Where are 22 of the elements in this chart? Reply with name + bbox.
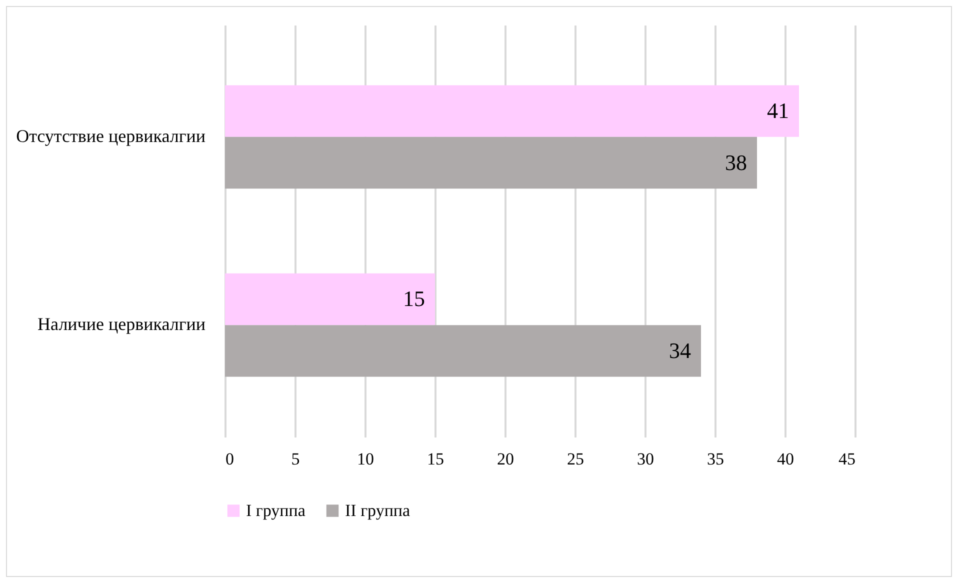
x-tick-label: 5 <box>291 450 300 468</box>
x-tick-label: 35 <box>707 450 724 468</box>
data-label: 15 <box>403 286 425 312</box>
x-tick-label: 40 <box>777 450 794 468</box>
y-tick-label: Наличие цервикалгии <box>38 314 206 334</box>
x-tick-label: 10 <box>357 450 374 468</box>
x-tick-label: 25 <box>567 450 584 468</box>
data-label: 41 <box>767 98 789 124</box>
bar <box>225 273 435 326</box>
legend-label: I группа <box>246 500 306 520</box>
data-label: 34 <box>669 338 691 363</box>
bar <box>225 85 799 137</box>
y-tick-label: Отсутствие цервикалгии <box>16 126 206 146</box>
x-tick-label: 45 <box>838 450 856 468</box>
x-tick-label: 30 <box>637 450 654 468</box>
x-tick-label: 0 <box>226 450 234 468</box>
bar <box>225 136 757 189</box>
legend-label: II группа <box>345 500 411 520</box>
data-label: 38 <box>725 150 747 175</box>
x-tick-label: 20 <box>497 450 514 468</box>
x-tick-label: 15 <box>427 450 444 468</box>
bar <box>225 325 701 377</box>
